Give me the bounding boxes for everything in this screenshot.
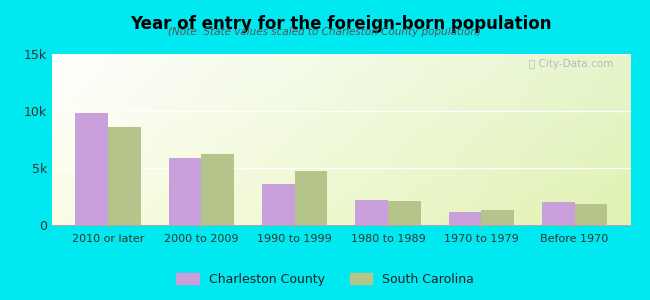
Bar: [262, 184, 294, 225]
Bar: [168, 158, 202, 225]
Legend: Charleston County, South Carolina: Charleston County, South Carolina: [171, 268, 479, 291]
Bar: [542, 202, 575, 225]
Bar: [448, 212, 481, 225]
Bar: [388, 201, 421, 225]
Bar: [575, 205, 607, 225]
Bar: [294, 171, 327, 225]
Bar: [481, 210, 514, 225]
Bar: [356, 200, 388, 225]
Title: Year of entry for the foreign-born population: Year of entry for the foreign-born popul…: [131, 15, 552, 33]
Bar: [108, 127, 140, 225]
Bar: [75, 113, 108, 225]
Text: (Note: State values scaled to Charleston County population): (Note: State values scaled to Charleston…: [168, 27, 482, 37]
Bar: [202, 154, 234, 225]
Text: ⓘ City-Data.com: ⓘ City-Data.com: [529, 59, 613, 69]
